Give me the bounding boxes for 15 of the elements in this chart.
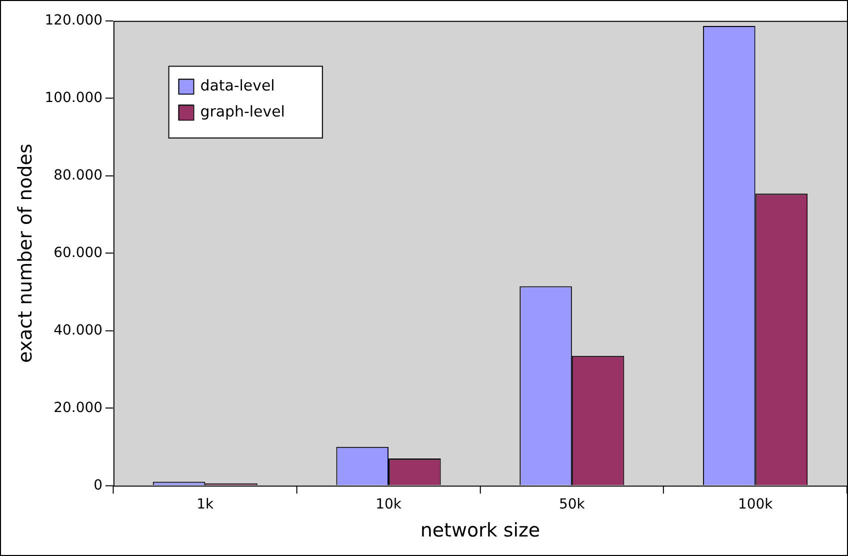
x-tick-label: 1k [196,496,215,513]
legend-label: graph-level [200,102,285,120]
y-tick-label: 40.000 [54,322,102,338]
y-tick-label: 20.000 [54,400,102,416]
y-tick-label: 60.000 [54,244,102,261]
x-axis-title: network size [420,520,540,542]
y-axis-title: exact number of nodes [14,144,36,363]
x-tick-label: 50k [558,496,586,513]
x-tick-label: 10k [376,496,402,513]
x-tick-label: 100k [738,496,774,513]
legend-label: data-level [200,76,275,95]
y-tick-label: 100.000 [44,90,102,106]
y-tick-label: 0 [94,477,102,494]
y-tick-label: 120.000 [44,12,102,29]
y-tick-label: 80.000 [54,167,102,184]
